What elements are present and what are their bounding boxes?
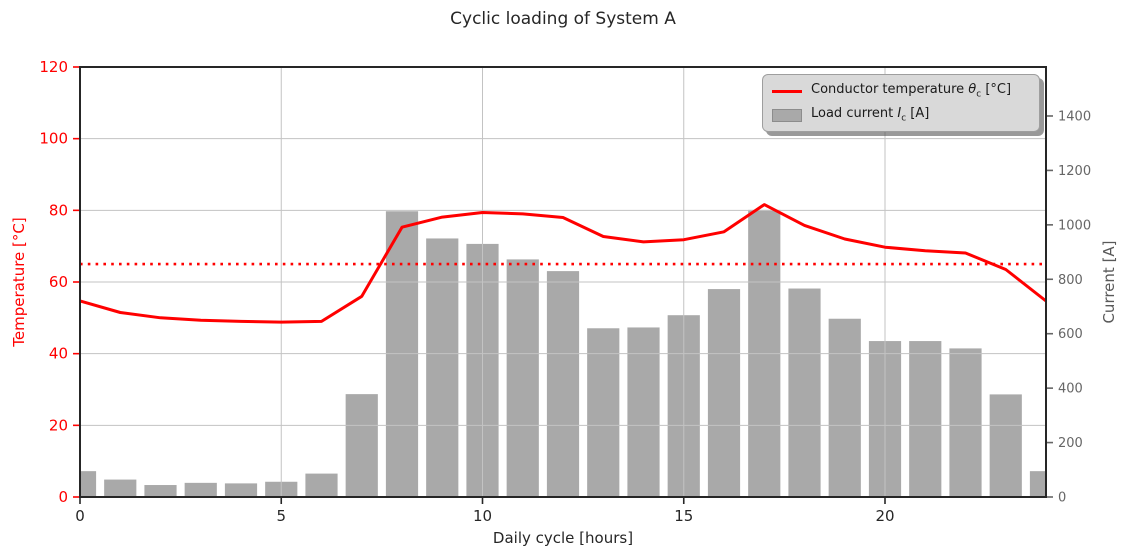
conductor-temperature-line <box>80 203 1046 324</box>
x-tick-label: 20 <box>875 507 894 525</box>
left-tick-label: 20 <box>49 416 68 434</box>
right-tick-label: 0 <box>1058 491 1066 506</box>
legend-text: [°C] <box>981 82 1012 98</box>
tick-marks-and-labels: 0 5 10 15 2002040608010012002004006008001000… <box>39 58 1091 525</box>
load-current-bar-h9 <box>426 238 459 497</box>
load-current-bar-h1 <box>104 479 137 497</box>
left-tick-label: 40 <box>49 345 68 363</box>
left-tick-label: 100 <box>39 130 68 148</box>
legend-text: Conductor temperature <box>811 82 969 98</box>
load-current-bar-h14 <box>627 327 660 497</box>
subscript: c <box>901 113 907 124</box>
right-tick-label: 1400 <box>1058 109 1091 124</box>
legend: Conductor temperature θc [°C] Load curre… <box>762 74 1040 132</box>
theta-symbol: θ <box>968 82 977 98</box>
load-current-bar-h7 <box>345 394 378 497</box>
x-tick-label: 5 <box>276 507 286 525</box>
x-axis-label: Daily cycle [hours] <box>492 529 634 547</box>
load-current-bar-h19 <box>828 318 861 497</box>
load-current-bar-h0 <box>80 471 97 497</box>
load-current-bar-h12 <box>546 271 580 497</box>
plot-border <box>79 66 1047 498</box>
load-current-bar-h23 <box>989 394 1022 497</box>
legend-entry-current: Load current Ic [A] <box>772 106 1029 124</box>
legend-line-swatch <box>772 89 802 93</box>
legend-label-current: Load current Ic [A] <box>811 106 929 124</box>
current-symbol: I <box>897 106 902 122</box>
load-current-bar-h21 <box>909 341 942 497</box>
load-current-bar-h18 <box>788 288 821 497</box>
load-current-bar-h3 <box>184 482 217 497</box>
load-current-bar-h22 <box>949 348 982 497</box>
right-tick-label: 1200 <box>1058 164 1091 179</box>
load-current-bar-h6 <box>305 473 338 497</box>
left-tick-label: 0 <box>58 488 68 506</box>
legend-patch-swatch <box>772 108 802 122</box>
x-tick-label: 15 <box>674 507 693 525</box>
load-current-bar-h24 <box>1029 471 1046 497</box>
left-tick-label: 80 <box>49 201 68 219</box>
right-tick-label: 800 <box>1058 273 1083 288</box>
legend-entry-temperature: Conductor temperature θc [°C] <box>772 82 1029 100</box>
load-current-bar-h13 <box>587 328 620 497</box>
x-tick-label: 0 <box>75 507 85 525</box>
legend-label-temperature: Conductor temperature θc [°C] <box>811 82 1011 100</box>
gridlines <box>80 67 1046 497</box>
left-axis-label: Temperature [°C] <box>10 217 28 347</box>
load-current-bar-h16 <box>707 289 741 497</box>
load-current-bar-h2 <box>144 485 177 497</box>
left-tick-label: 120 <box>39 58 68 76</box>
right-tick-label: 1000 <box>1058 218 1091 233</box>
right-tick-label: 200 <box>1058 436 1083 451</box>
left-tick-label: 60 <box>49 273 68 291</box>
right-tick-label: 600 <box>1058 327 1083 342</box>
subscript: c <box>976 89 982 100</box>
right-axis-label: Current [A] <box>1100 240 1118 324</box>
legend-text: Load current <box>811 106 898 122</box>
right-tick-label: 400 <box>1058 382 1083 397</box>
legend-text: [A] <box>906 106 930 122</box>
load-current-bar-h11 <box>506 259 539 497</box>
load-current-bar-h4 <box>224 483 258 497</box>
x-tick-label: 10 <box>473 507 492 525</box>
chart-title: Cyclic loading of System A <box>450 9 676 29</box>
